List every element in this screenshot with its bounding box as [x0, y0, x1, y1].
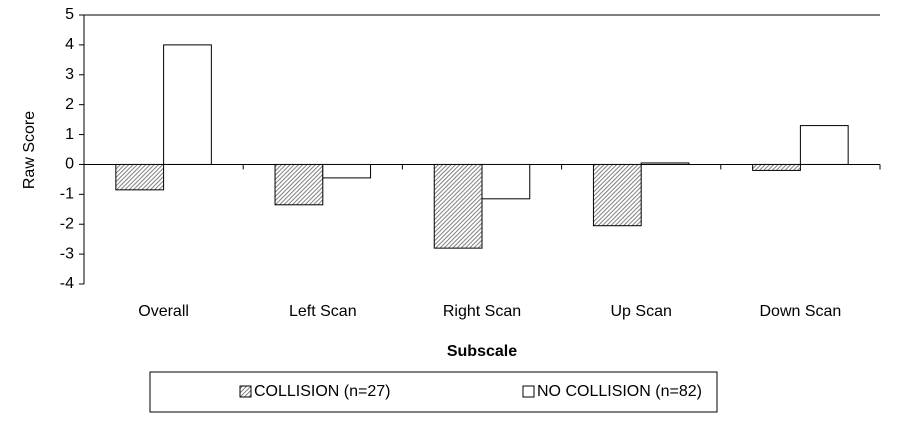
bar: [433, 163, 483, 249]
x-tick-label: Down Scan: [759, 303, 841, 320]
y-tick-label: -1: [60, 186, 74, 203]
x-tick-label: Left Scan: [289, 303, 357, 320]
y-axis-label: Raw Score: [21, 111, 38, 189]
y-tick-label: 4: [65, 36, 74, 53]
x-axis-label: Subscale: [447, 343, 517, 360]
y-tick-label: -4: [60, 275, 74, 292]
bar: [322, 163, 372, 179]
y-tick-label: 5: [65, 6, 74, 23]
bar: [115, 163, 165, 191]
y-tick-label: -3: [60, 245, 74, 262]
bar: [592, 163, 642, 227]
bar: [640, 162, 690, 165]
y-tick-label: 2: [65, 96, 74, 113]
x-tick-label: Right Scan: [443, 303, 521, 320]
y-tick-label: -2: [60, 215, 74, 232]
y-tick-label: 3: [65, 66, 74, 83]
bar: [481, 163, 531, 200]
legend-swatch: [239, 385, 252, 398]
y-tick-label: 0: [65, 156, 74, 173]
x-tick-label: Overall: [138, 303, 189, 320]
bar: [752, 163, 801, 171]
bar: [799, 125, 849, 165]
y-tick-label: 1: [65, 126, 74, 143]
legend-label: COLLISION (n=27): [254, 383, 391, 400]
bar: [274, 163, 324, 206]
x-tick-label: Up Scan: [611, 303, 672, 320]
bar: [163, 44, 212, 165]
legend-swatch: [522, 385, 535, 398]
legend-label: NO COLLISION (n=82): [537, 383, 702, 400]
